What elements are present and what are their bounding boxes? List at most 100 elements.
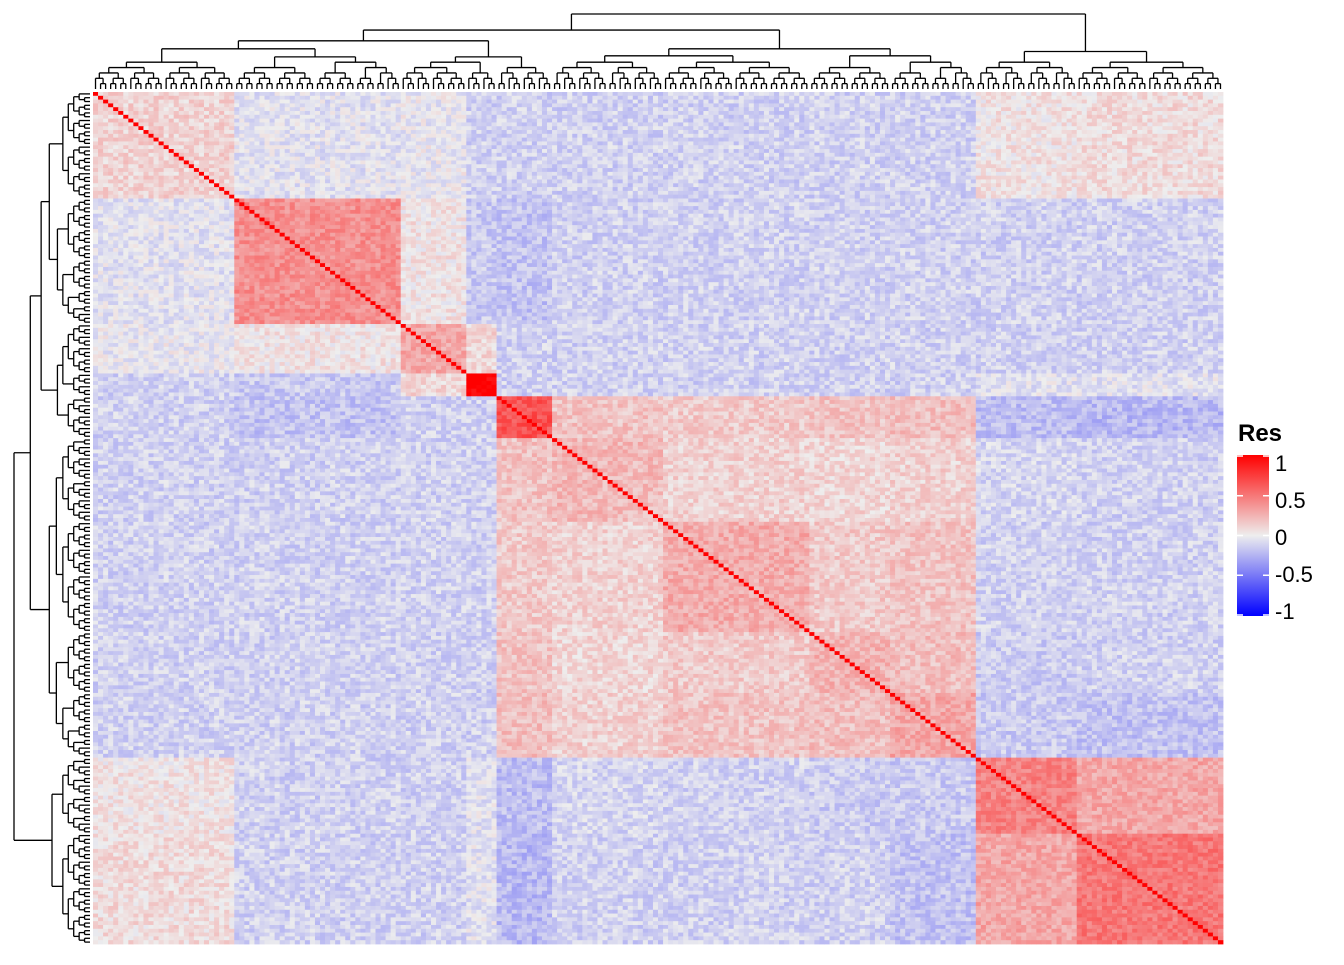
heatmap-cell <box>991 103 996 107</box>
heatmap-cell <box>335 141 340 145</box>
heatmap-cell <box>486 122 491 126</box>
heatmap-cell <box>744 96 749 100</box>
heatmap-cell <box>1031 103 1036 107</box>
heatmap-cell <box>1021 126 1026 130</box>
heatmap-cell <box>865 134 870 138</box>
heatmap-cell <box>138 92 143 96</box>
heatmap-cell <box>1036 138 1041 142</box>
heatmap-cell <box>910 141 915 145</box>
heatmap-cell <box>471 134 476 138</box>
heatmap-cell <box>804 130 809 134</box>
heatmap-cell <box>713 111 718 115</box>
heatmap-cell <box>315 149 320 153</box>
heatmap-cell <box>915 107 920 111</box>
heatmap-cell <box>547 92 552 96</box>
heatmap-cell <box>194 107 199 111</box>
heatmap-cell <box>739 134 744 138</box>
heatmap-cell <box>719 138 724 142</box>
heatmap-cell <box>779 130 784 134</box>
heatmap-cell <box>1173 141 1178 145</box>
heatmap-cell <box>381 100 386 104</box>
heatmap-cell <box>648 138 653 142</box>
heatmap-cell <box>900 126 905 130</box>
heatmap-cell <box>476 103 481 107</box>
heatmap-cell <box>764 103 769 107</box>
heatmap-cell <box>769 96 774 100</box>
heatmap-cell <box>169 96 174 100</box>
heatmap-cell <box>1082 103 1087 107</box>
heatmap-cell <box>275 141 280 145</box>
heatmap-cell <box>527 134 532 138</box>
heatmap-cell <box>845 92 850 96</box>
heatmap-cell <box>764 149 769 153</box>
heatmap-cell <box>592 134 597 138</box>
heatmap-cell <box>229 153 234 157</box>
heatmap-cell <box>582 103 587 107</box>
heatmap-cell <box>128 107 133 111</box>
heatmap-cell <box>678 96 683 100</box>
heatmap-cell <box>925 100 930 104</box>
heatmap-cell <box>734 92 739 96</box>
heatmap-cell <box>1102 92 1107 96</box>
heatmap-cell <box>804 134 809 138</box>
heatmap-cell <box>1102 149 1107 153</box>
heatmap-cell <box>189 149 194 153</box>
heatmap-cell <box>840 149 845 153</box>
heatmap-cell <box>895 141 900 145</box>
heatmap-cell <box>461 122 466 126</box>
heatmap-cell <box>295 111 300 115</box>
heatmap-cell <box>189 153 194 157</box>
heatmap-cell <box>764 115 769 119</box>
heatmap-cell <box>411 115 416 119</box>
heatmap-cell <box>587 111 592 115</box>
heatmap-cell <box>633 107 638 111</box>
heatmap-cell <box>481 134 486 138</box>
heatmap-cell <box>855 107 860 111</box>
heatmap-cell <box>98 134 103 138</box>
heatmap-cell <box>739 92 744 96</box>
heatmap-cell <box>592 115 597 119</box>
heatmap-cell <box>1021 149 1026 153</box>
heatmap-cell <box>1117 100 1122 104</box>
heatmap-cell <box>350 126 355 130</box>
heatmap-cell <box>719 111 724 115</box>
heatmap-cell <box>1046 126 1051 130</box>
heatmap-cell <box>204 126 209 130</box>
heatmap-cell <box>608 138 613 142</box>
heatmap-cell <box>159 122 164 126</box>
heatmap-cell <box>411 126 416 130</box>
heatmap-cell <box>486 130 491 134</box>
heatmap-cell <box>623 134 628 138</box>
heatmap-cell <box>875 134 880 138</box>
heatmap-cell <box>1036 122 1041 126</box>
heatmap-cell <box>961 141 966 145</box>
heatmap-cell <box>562 100 567 104</box>
heatmap-cell <box>285 130 290 134</box>
heatmap-cell <box>461 107 466 111</box>
heatmap-cell <box>1077 138 1082 142</box>
heatmap-cell <box>784 111 789 115</box>
heatmap-cell <box>643 122 648 126</box>
heatmap-cell <box>587 134 592 138</box>
heatmap-cell <box>512 134 517 138</box>
heatmap-cell <box>764 145 769 149</box>
heatmap-cell <box>693 122 698 126</box>
heatmap-cell <box>1041 149 1046 153</box>
heatmap-cell <box>1077 149 1082 153</box>
heatmap-cell <box>517 145 522 149</box>
heatmap-cell <box>108 122 113 126</box>
heatmap-cell <box>1213 138 1218 142</box>
heatmap-cell <box>673 141 678 145</box>
heatmap-cell <box>1107 126 1112 130</box>
heatmap-cell <box>582 130 587 134</box>
heatmap-cell <box>1026 130 1031 134</box>
heatmap-cell <box>845 130 850 134</box>
heatmap-cell <box>885 134 890 138</box>
heatmap-cell <box>1041 103 1046 107</box>
heatmap-cell <box>562 119 567 123</box>
heatmap-cell <box>456 153 461 157</box>
heatmap-cell <box>582 119 587 123</box>
heatmap-cell <box>1041 92 1046 96</box>
heatmap-cell <box>592 96 597 100</box>
heatmap-cell <box>1067 111 1072 115</box>
